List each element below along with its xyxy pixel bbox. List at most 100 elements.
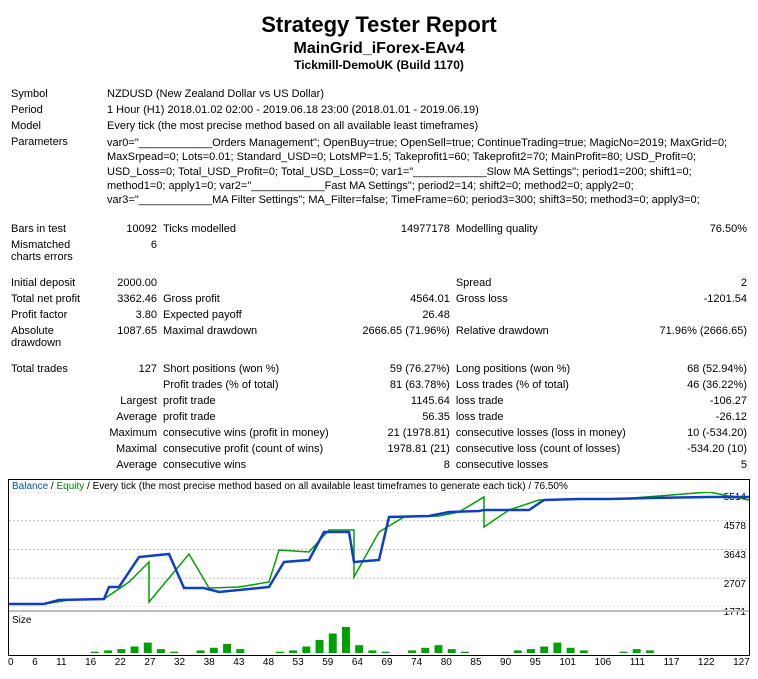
maxcl-label: consecutive losses (loss in money) bbox=[453, 425, 634, 441]
pt-val: 81 (63.78%) bbox=[338, 377, 453, 393]
netprofit-label: Total net profit bbox=[8, 291, 104, 307]
short-label: Short positions (won %) bbox=[160, 361, 338, 377]
maxcp-val: 1978.81 (21) bbox=[338, 441, 453, 457]
xtick: 101 bbox=[559, 657, 576, 668]
mismatch-val: 6 bbox=[104, 237, 160, 265]
grossloss-val: -1201.54 bbox=[634, 291, 750, 307]
reldd-val: 71.96% (2666.65) bbox=[634, 323, 750, 351]
lt-val: 46 (36.22%) bbox=[634, 377, 750, 393]
xtick: 53 bbox=[293, 657, 304, 668]
model-value: Every tick (the most precise method base… bbox=[104, 118, 750, 134]
chart-lines bbox=[9, 492, 749, 607]
maximal-label: Maximal bbox=[8, 441, 160, 457]
xtick: 74 bbox=[411, 657, 422, 668]
long-label: Long positions (won %) bbox=[453, 361, 634, 377]
maxcp-label: consecutive profit (count of wins) bbox=[160, 441, 338, 457]
legend-balance: Balance bbox=[12, 481, 48, 492]
model-label: Model bbox=[8, 118, 104, 134]
avg-p-label: profit trade bbox=[160, 409, 338, 425]
avg2-label: Average bbox=[8, 457, 160, 473]
max-label: Maximum bbox=[8, 425, 160, 441]
xtick: 43 bbox=[233, 657, 244, 668]
reldd-label: Relative drawdown bbox=[453, 323, 634, 351]
bars-label: Bars in test bbox=[8, 221, 104, 237]
xtick: 95 bbox=[530, 657, 541, 668]
short-val: 59 (76.27%) bbox=[338, 361, 453, 377]
initdep-val: 2000.00 bbox=[104, 275, 160, 291]
xtick: 27 bbox=[144, 657, 155, 668]
spread-label: Spread bbox=[453, 275, 634, 291]
info-table: Symbol NZDUSD (New Zealand Dollar vs US … bbox=[8, 86, 750, 473]
xtick: 127 bbox=[733, 657, 750, 668]
quality-label: Modelling quality bbox=[453, 221, 634, 237]
trades-label: Total trades bbox=[8, 361, 104, 377]
avgcl-label: consecutive losses bbox=[453, 457, 634, 473]
xtick: 59 bbox=[322, 657, 333, 668]
xtick: 106 bbox=[595, 657, 612, 668]
xtick: 90 bbox=[500, 657, 511, 668]
symbol-value: NZDUSD (New Zealand Dollar vs US Dollar) bbox=[104, 86, 750, 102]
xtick: 122 bbox=[698, 657, 715, 668]
x-axis: 0611162227323843485359646974808590951011… bbox=[8, 657, 750, 668]
ticks-val: 14977178 bbox=[338, 221, 453, 237]
chart-bars bbox=[9, 625, 749, 653]
mismatch-label: Mismatched charts errors bbox=[8, 237, 104, 265]
xtick: 6 bbox=[32, 657, 38, 668]
gross-label: Gross profit bbox=[160, 291, 338, 307]
legend-equity: Equity bbox=[56, 481, 84, 492]
maxcw-label: consecutive wins (profit in money) bbox=[160, 425, 338, 441]
largest-p: 1145.64 bbox=[338, 393, 453, 409]
gross-val: 4564.01 bbox=[338, 291, 453, 307]
absdd-val: 1087.65 bbox=[104, 323, 160, 351]
pt-label: Profit trades (% of total) bbox=[160, 377, 338, 393]
maxcl-val: 10 (-534.20) bbox=[634, 425, 750, 441]
xtick: 111 bbox=[630, 657, 645, 668]
avg-p: 56.35 bbox=[338, 409, 453, 425]
xtick: 85 bbox=[470, 657, 481, 668]
avg-l: -26.12 bbox=[634, 409, 750, 425]
avg-label: Average bbox=[8, 409, 160, 425]
spread-val: 2 bbox=[634, 275, 750, 291]
legend-rest: / Every tick (the most precise method ba… bbox=[84, 481, 568, 492]
largest-p-label: profit trade bbox=[160, 393, 338, 409]
grossloss-label: Gross loss bbox=[453, 291, 634, 307]
quality-val: 76.50% bbox=[634, 221, 750, 237]
xtick: 117 bbox=[663, 657, 679, 668]
netprofit-val: 3362.46 bbox=[104, 291, 160, 307]
period-label: Period bbox=[8, 102, 104, 118]
symbol-label: Symbol bbox=[8, 86, 104, 102]
period-value: 1 Hour (H1) 2018.01.02 02:00 - 2019.06.1… bbox=[104, 102, 750, 118]
xtick: 32 bbox=[174, 657, 185, 668]
divider bbox=[9, 610, 749, 612]
xtick: 11 bbox=[56, 657, 66, 668]
params-label: Parameters bbox=[8, 134, 104, 209]
largest-l: -106.27 bbox=[634, 393, 750, 409]
xtick: 48 bbox=[263, 657, 274, 668]
xtick: 69 bbox=[381, 657, 392, 668]
trades-val: 127 bbox=[104, 361, 160, 377]
exp-label: Expected payoff bbox=[160, 307, 338, 323]
bars-val: 10092 bbox=[104, 221, 160, 237]
xtick: 80 bbox=[441, 657, 452, 668]
exp-val: 26.48 bbox=[338, 307, 453, 323]
maxcloss-label: consecutive loss (count of losses) bbox=[453, 441, 634, 457]
long-val: 68 (52.94%) bbox=[634, 361, 750, 377]
largest-l-label: loss trade bbox=[453, 393, 634, 409]
avgcl-val: 5 bbox=[634, 457, 750, 473]
absdd-label: Absolute drawdown bbox=[8, 323, 104, 351]
lt-label: Loss trades (% of total) bbox=[453, 377, 634, 393]
pf-val: 3.80 bbox=[104, 307, 160, 323]
equity-chart: Balance / Equity / Every tick (the most … bbox=[8, 479, 750, 656]
xtick: 38 bbox=[204, 657, 215, 668]
xtick: 22 bbox=[115, 657, 126, 668]
chart-legend: Balance / Equity / Every tick (the most … bbox=[12, 481, 568, 492]
ticks-label: Ticks modelled bbox=[160, 221, 338, 237]
ea-name: MainGrid_iForex-EAv4 bbox=[8, 40, 750, 58]
maxdd-label: Maximal drawdown bbox=[160, 323, 338, 351]
params-value: var0="____________Orders Management"; Op… bbox=[104, 134, 750, 209]
ytick: 1771 bbox=[724, 607, 746, 618]
report-title: Strategy Tester Report bbox=[8, 12, 750, 38]
maxcw-val: 21 (1978.81) bbox=[338, 425, 453, 441]
xtick: 16 bbox=[85, 657, 96, 668]
pf-label: Profit factor bbox=[8, 307, 104, 323]
